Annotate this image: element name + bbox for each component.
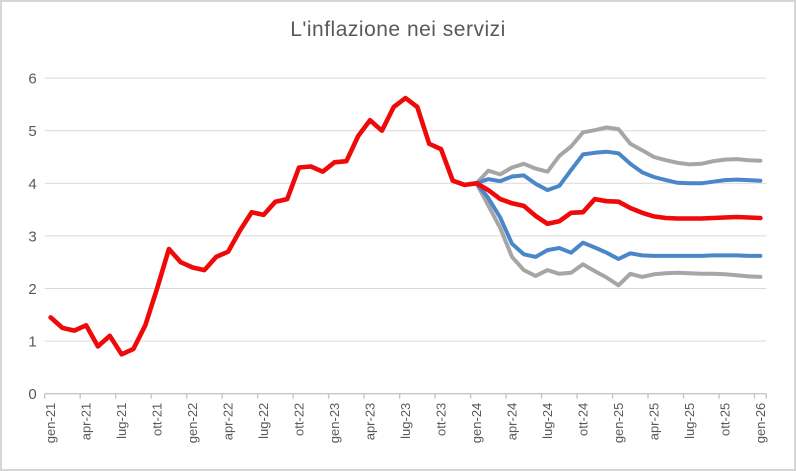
x-tick-label: ott-21	[150, 403, 165, 436]
x-tick-label: apr-21	[79, 403, 94, 441]
x-tick-label: ott-22	[292, 403, 307, 436]
y-tick-label: 3	[28, 228, 36, 245]
series-banda-inferiore-grigia	[474, 181, 763, 288]
y-tick-label: 4	[28, 176, 36, 193]
x-tick-label: gen-21	[43, 403, 58, 443]
series-inflazione-servizi-storico-e-previsione-centrale	[48, 95, 763, 357]
x-tick-label: ott-23	[434, 403, 449, 436]
x-tick-label: apr-22	[221, 403, 236, 441]
y-axis-labels: 0 1 2 3 4 5 6	[28, 71, 36, 404]
x-tick-label: lug-22	[256, 403, 271, 439]
y-tick-label: 6	[28, 71, 36, 88]
x-tick-label: ott-24	[575, 403, 590, 436]
x-tick-label: apr-24	[504, 403, 519, 441]
x-axis	[44, 393, 768, 399]
series-banda-inferiore-blu	[474, 181, 763, 261]
x-tick-label: lug-21	[114, 403, 129, 439]
series-banda-superiore-grigia	[474, 125, 763, 186]
y-tick-label: 1	[28, 334, 36, 351]
x-tick-label: gen-26	[753, 403, 768, 443]
series-banda-superiore-blu	[474, 149, 763, 193]
y-tick-label: 0	[28, 386, 36, 403]
chart-title: L'inflazione nei servizi	[290, 18, 506, 41]
y-tick-label: 5	[28, 123, 36, 140]
x-tick-label: gen-25	[611, 403, 626, 443]
x-axis-labels: gen-21 apr-21 lug-21 ott-21 gen-22 apr-22 lug-…	[43, 403, 768, 443]
x-tick-label: lug-23	[398, 403, 413, 439]
x-tick-label: lug-24	[540, 403, 555, 439]
x-tick-label: gen-24	[469, 403, 484, 443]
x-tick-label: apr-25	[646, 403, 661, 441]
y-tick-label: 2	[28, 281, 36, 298]
x-tick-label: gen-23	[327, 403, 342, 443]
gridlines	[44, 77, 767, 342]
x-tick-label: gen-22	[185, 403, 200, 443]
x-tick-label: apr-23	[363, 403, 378, 441]
x-tick-label: ott-25	[717, 403, 732, 436]
x-tick-label: lug-25	[682, 403, 697, 439]
